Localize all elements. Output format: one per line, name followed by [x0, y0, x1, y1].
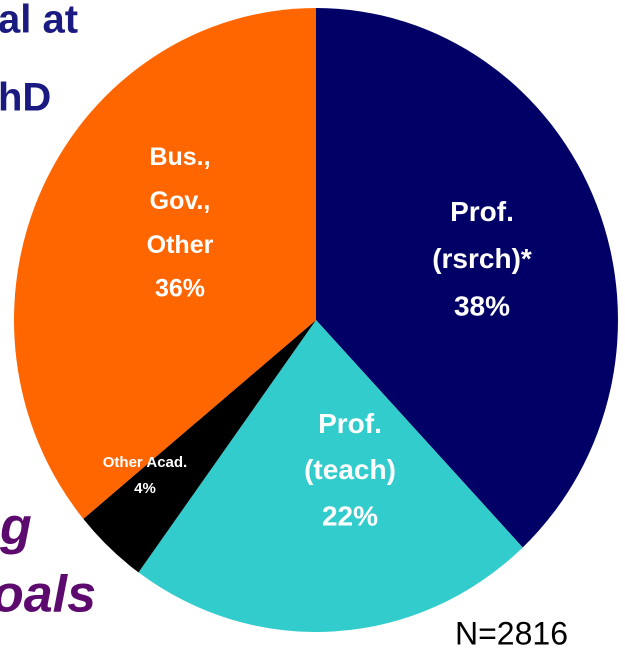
pie-slice: [14, 8, 317, 519]
slice-label: Other Acad.: [103, 454, 187, 471]
annotation: N=2816: [455, 615, 568, 651]
slice-label: Prof. (teach): [304, 408, 396, 485]
value-label: 4%: [134, 480, 156, 497]
slide-text: g: [0, 498, 32, 556]
pie-slice: [83, 320, 317, 573]
value-label: 38%: [454, 290, 510, 321]
pie-slice: [138, 320, 523, 632]
slide-text: hD: [0, 76, 51, 120]
slice-label: Prof. (rsrch)*: [432, 196, 532, 274]
slide-text: al at: [0, 0, 78, 42]
value-label: 36%: [155, 275, 205, 303]
pie-slice: [316, 8, 618, 548]
slice-label: Bus., Gov., Other: [147, 143, 214, 259]
pie: Prof. (rsrch)* 38% Prof. (teach) 22% Other Aca…: [14, 8, 618, 632]
value-label: 22%: [322, 500, 378, 531]
slide-text: oals: [0, 566, 96, 624]
